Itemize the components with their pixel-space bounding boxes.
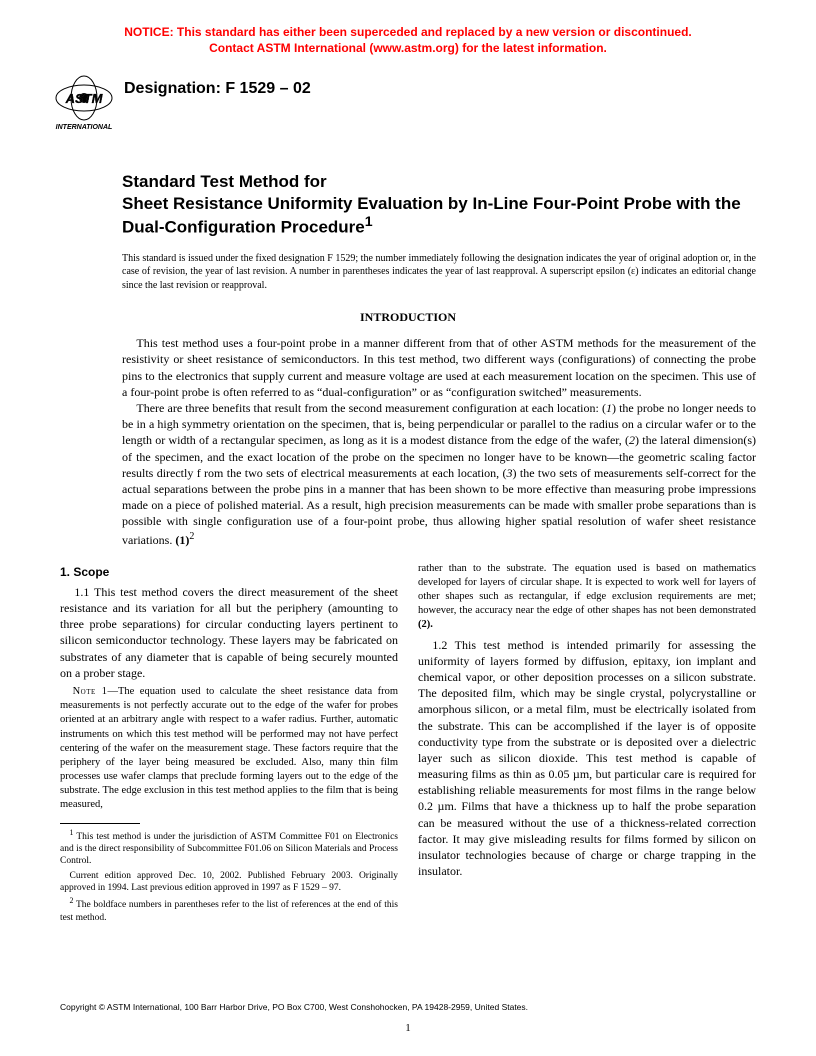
column-left: 1. Scope 1.1 This test method covers the…	[60, 562, 398, 927]
column-right: rather than to the substrate. The equati…	[418, 562, 756, 927]
footnote-1b: Current edition approved Dec. 10, 2002. …	[60, 870, 398, 895]
body-columns: 1. Scope 1.1 This test method covers the…	[60, 562, 756, 927]
title-sup: 1	[365, 214, 373, 230]
intro-p2: There are three benefits that result fro…	[122, 400, 756, 548]
svg-text:INTERNATIONAL: INTERNATIONAL	[56, 124, 113, 131]
footnotes: 1 This test method is under the jurisdic…	[60, 828, 398, 925]
note-1-cont: rather than to the substrate. The equati…	[418, 562, 756, 633]
intro-heading: INTRODUCTION	[60, 310, 756, 325]
title-kicker: Standard Test Method for	[122, 172, 327, 191]
notice-banner: NOTICE: This standard has either been su…	[60, 24, 756, 56]
standard-title: Standard Test Method for Sheet Resistanc…	[122, 171, 756, 237]
footnote-1a: 1 This test method is under the jurisdic…	[60, 828, 398, 868]
notice-line2: Contact ASTM International (www.astm.org…	[209, 41, 607, 55]
page-root: NOTICE: This standard has either been su…	[0, 0, 816, 1056]
page-number: 1	[0, 1022, 816, 1034]
footnote-2: 2 The boldface numbers in parentheses re…	[60, 896, 398, 924]
scope-1-1: 1.1 This test method covers the direct m…	[60, 584, 398, 681]
scope-1-2: 1.2 This test method is intended primari…	[418, 637, 756, 880]
copyright: Copyright © ASTM International, 100 Barr…	[60, 1002, 528, 1012]
svg-text:ASTM: ASTM	[65, 91, 104, 106]
footnote-separator	[60, 823, 140, 824]
title-main: Sheet Resistance Uniformity Evaluation b…	[122, 194, 741, 237]
notice-line1: NOTICE: This standard has either been su…	[124, 25, 691, 39]
note-1: Note 1—The equation used to calculate th…	[60, 685, 398, 813]
intro-p1: This test method uses a four-point probe…	[122, 335, 756, 400]
astm-logo: ASTM ASTM INTERNATIONAL	[50, 74, 120, 137]
scope-heading: 1. Scope	[60, 564, 398, 580]
designation: Designation: F 1529 – 02	[124, 80, 311, 98]
header-row: ASTM ASTM INTERNATIONAL Designation: F 1…	[50, 74, 756, 137]
intro-block: This test method uses a four-point probe…	[122, 335, 756, 547]
issued-note: This standard is issued under the fixed …	[122, 252, 756, 293]
note-1-label: Note 1	[73, 686, 108, 697]
